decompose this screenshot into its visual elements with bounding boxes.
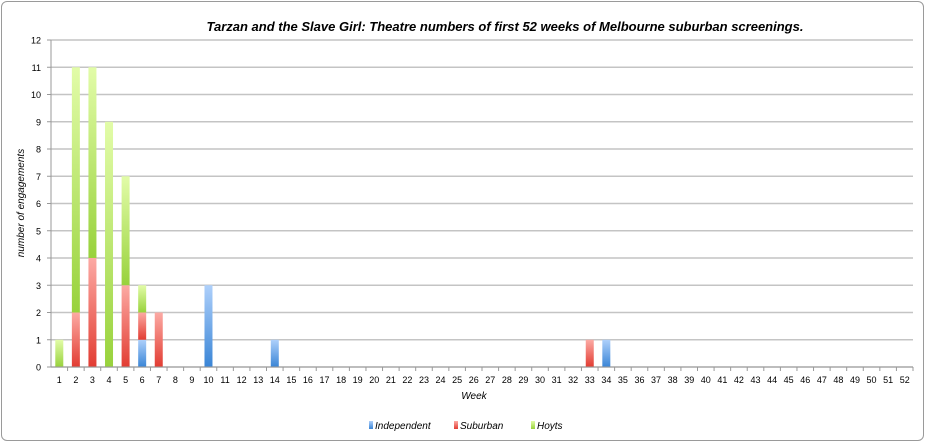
x-tick-label: 34 [601,375,611,385]
y-tick-label: 3 [36,281,41,291]
legend-label-hoyts: Hoyts [537,421,563,432]
y-tick-label: 6 [36,199,41,209]
x-tick-label: 50 [867,375,877,385]
y-tick-label: 2 [36,308,41,318]
bar-hoyts-week-4 [105,121,114,367]
x-tick-label: 47 [817,375,827,385]
bar-independent-week-6 [138,339,147,367]
y-tick-label: 10 [31,90,41,100]
x-tick-label: 29 [518,375,528,385]
x-tick-label: 24 [436,375,446,385]
x-tick-label: 18 [336,375,346,385]
x-tick-label: 23 [419,375,429,385]
x-tick-label: 1 [57,375,62,385]
bar-independent-week-10 [204,285,213,367]
x-tick-label: 49 [850,375,860,385]
y-tick-label: 0 [36,363,41,373]
y-tick-label: 1 [36,335,41,345]
x-tick-label: 45 [784,375,794,385]
x-tick-label: 38 [668,375,678,385]
x-tick-label: 8 [173,375,178,385]
x-tick-label: 48 [833,375,843,385]
y-tick-label: 7 [36,172,41,182]
x-tick-label: 37 [651,375,661,385]
x-tick-label: 39 [684,375,694,385]
x-tick-label: 28 [502,375,512,385]
x-tick-label: 36 [634,375,644,385]
x-tick-label: 52 [900,375,910,385]
x-tick-label: 51 [883,375,893,385]
x-axis-label: Week [461,391,487,402]
x-tick-label: 25 [452,375,462,385]
bar-suburban-week-33 [585,339,594,367]
legend-swatch-suburban [454,421,458,429]
bar-suburban-week-7 [154,312,163,367]
x-tick-label: 13 [253,375,263,385]
x-tick-label: 22 [402,375,412,385]
y-tick-label: 11 [32,63,41,73]
x-tick-label: 9 [189,375,194,385]
x-tick-label: 43 [751,375,761,385]
x-tick-label: 44 [767,375,777,385]
x-tick-label: 16 [303,375,313,385]
bar-suburban-week-5 [121,285,130,367]
bar-independent-week-14 [270,339,279,367]
bar-suburban-week-3 [88,258,97,367]
x-tick-label: 35 [618,375,628,385]
x-tick-label: 14 [270,375,280,385]
x-tick-label: 41 [717,375,727,385]
bar-hoyts-week-3 [88,67,97,258]
x-tick-label: 42 [734,375,744,385]
x-tick-label: 27 [485,375,495,385]
x-tick-label: 26 [469,375,479,385]
x-tick-label: 33 [585,375,595,385]
x-tick-label: 12 [237,375,247,385]
x-tick-label: 19 [353,375,363,385]
x-tick-label: 6 [140,375,145,385]
x-tick-label: 15 [286,375,296,385]
y-tick-label: 12 [31,36,41,46]
x-tick-label: 3 [90,375,95,385]
y-tick-label: 9 [36,117,41,127]
x-tick-label: 40 [701,375,711,385]
x-tick-label: 30 [535,375,545,385]
x-tick-label: 2 [73,375,78,385]
x-tick-label: 7 [156,375,161,385]
legend-swatch-hoyts [531,421,535,429]
x-tick-label: 10 [203,375,213,385]
y-tick-label: 4 [36,254,41,264]
bar-hoyts-week-1 [55,339,64,367]
bar-independent-week-34 [602,339,611,367]
x-tick-label: 11 [220,375,229,385]
y-axis-label: number of engagements [16,149,27,257]
legend-label-independent: Independent [375,421,432,432]
legend-label-suburban: Suburban [460,421,504,432]
x-tick-label: 32 [568,375,578,385]
x-tick-label: 20 [369,375,379,385]
x-tick-label: 31 [552,375,562,385]
x-tick-label: 5 [123,375,128,385]
bar-suburban-week-6 [138,312,147,340]
x-tick-label: 4 [107,375,112,385]
x-tick-label: 17 [320,375,330,385]
chart-title: Tarzan and the Slave Girl: Theatre numbe… [207,19,804,34]
x-tick-label: 46 [800,375,810,385]
bar-hoyts-week-5 [121,176,130,286]
x-tick-label: 21 [386,375,396,385]
bar-suburban-week-2 [71,312,80,367]
y-tick-label: 5 [36,226,41,236]
legend-swatch-independent [369,421,373,429]
bar-hoyts-week-2 [71,67,80,313]
bar-hoyts-week-6 [138,285,147,313]
y-tick-label: 8 [36,145,41,155]
